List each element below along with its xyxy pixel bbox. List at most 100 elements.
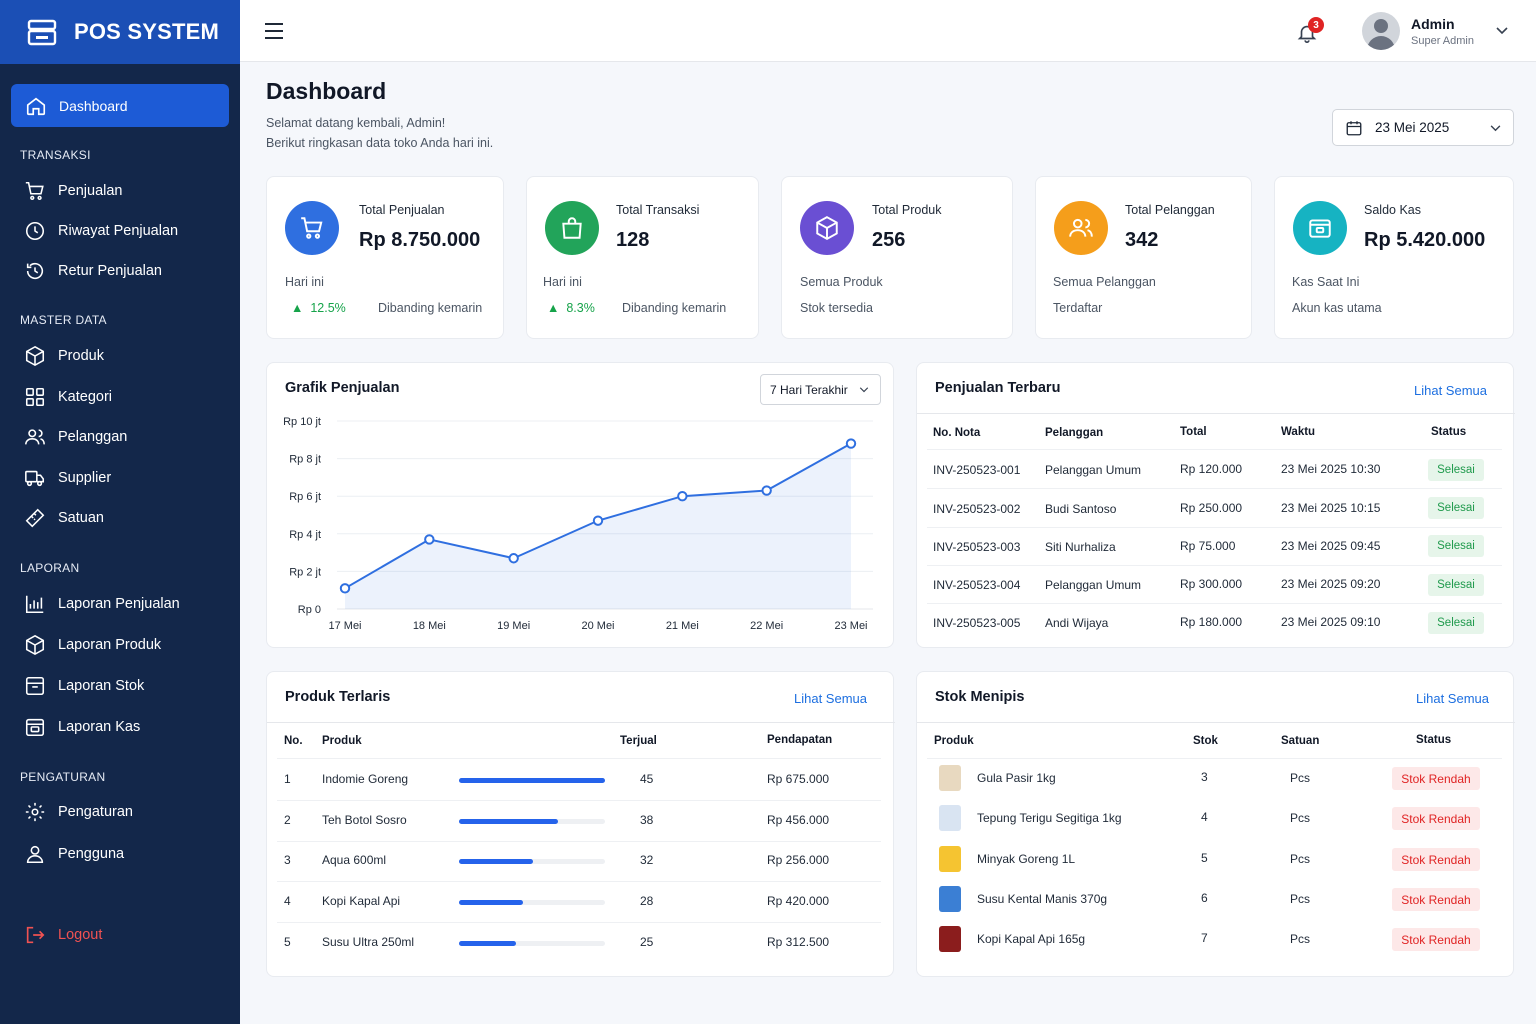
product-sold: 28	[640, 894, 654, 908]
sale-time: 23 Mei 2025 09:45	[1281, 539, 1381, 553]
calendar-icon	[1346, 120, 1362, 135]
trend-up-indicator: ▲ 8.3%	[547, 301, 595, 315]
range-select[interactable]: 7 Hari Terakhir	[760, 374, 881, 405]
logout-label: Logout	[58, 927, 103, 943]
product-unit: Pcs	[1290, 852, 1311, 866]
logout-button[interactable]: Logout	[24, 923, 102, 947]
x-tick-label: 20 Mei	[581, 620, 614, 632]
recent-sales-title: Penjualan Terbaru	[935, 380, 1061, 396]
ruler-icon	[25, 508, 45, 528]
sidebar-item-label: Kategori	[58, 389, 113, 405]
brand[interactable]: POS SYSTEM	[0, 0, 240, 64]
column-header-total: Total	[1180, 426, 1207, 438]
sidebar-item-laporan-penjualan[interactable]: Laporan Penjualan	[24, 592, 180, 616]
sales-progress-bar	[459, 859, 605, 864]
product-rank: 1	[284, 772, 291, 786]
sidebar-item-label: Laporan Kas	[58, 719, 141, 735]
chevron-down-icon	[1496, 27, 1508, 35]
sales-chart-panel: Grafik Penjualan 7 Hari Terakhir Rp 0 Rp …	[266, 362, 894, 648]
data-point	[592, 515, 604, 526]
sidebar-item-kategori[interactable]: Kategori	[24, 385, 112, 409]
trend-up-icon: ▲	[547, 301, 560, 315]
sidebar-item-produk[interactable]: Produk	[24, 344, 104, 368]
product-stock: 4	[1201, 810, 1208, 824]
sale-time: 23 Mei 2025 09:20	[1281, 577, 1381, 591]
chart-title: Grafik Penjualan	[285, 380, 400, 396]
low-stock-title: Stok Menipis	[935, 689, 1025, 705]
status-badge: Stok Rendah	[1392, 848, 1480, 871]
trend-value: 12.5%	[310, 301, 346, 315]
top-products-view-all-link[interactable]: Lihat Semua	[794, 691, 867, 706]
sidebar-item-pengguna[interactable]: Pengguna	[24, 842, 124, 866]
user-menu[interactable]: Admin Super Admin	[1362, 12, 1512, 52]
sidebar-item-retur-penjualan[interactable]: Retur Penjualan	[24, 259, 162, 283]
product-rank: 3	[284, 853, 291, 867]
sale-time: 23 Mei 2025 09:10	[1281, 615, 1381, 629]
sidebar-item-laporan-kas[interactable]: Laporan Kas	[24, 715, 140, 739]
product-thumbnail	[939, 886, 961, 912]
sidebar-section-pengaturan: PENGATURAN	[20, 770, 106, 784]
sidebar: POS SYSTEM Dashboard TRANSAKSI Penjualan…	[0, 0, 240, 1024]
date-picker[interactable]: 23 Mei 2025	[1332, 109, 1514, 146]
y-tick-label: Rp 4 jt	[289, 529, 321, 541]
recent-sales-view-all-link[interactable]: Lihat Semua	[1414, 383, 1487, 398]
product-sold: 45	[640, 772, 654, 786]
product-stock: 6	[1201, 891, 1208, 905]
wallet-icon	[1309, 219, 1331, 238]
sidebar-item-label: Pelanggan	[58, 429, 128, 445]
column-header-produk: Produk	[934, 735, 974, 747]
stat-value: 256	[872, 229, 906, 251]
data-point	[677, 491, 688, 502]
data-point	[339, 583, 351, 594]
sidebar-item-label: Satuan	[58, 510, 104, 526]
product-revenue: Rp 675.000	[767, 772, 830, 786]
product-name: Susu Kental Manis 370g	[977, 892, 1108, 906]
product-sold: 38	[640, 813, 654, 827]
box-icon	[25, 634, 45, 656]
sidebar-item-dashboard[interactable]: Dashboard	[11, 84, 229, 127]
y-tick-label: Rp 6 jt	[289, 491, 321, 503]
stat-note: Akun kas utama	[1292, 301, 1382, 315]
low-stock-view-all-link[interactable]: Lihat Semua	[1416, 691, 1489, 706]
sidebar-item-supplier[interactable]: Supplier	[24, 466, 111, 490]
product-unit: Pcs	[1290, 771, 1311, 785]
hamburger-menu-icon[interactable]	[264, 22, 284, 40]
stat-label: Total Produk	[872, 203, 942, 217]
column-header-satuan: Satuan	[1281, 735, 1320, 747]
status-badge: Selesai	[1428, 497, 1484, 519]
stat-scope: Semua Produk	[800, 275, 883, 289]
sidebar-item-laporan-produk[interactable]: Laporan Produk	[24, 633, 161, 657]
notification-button[interactable]: 3	[1294, 17, 1324, 46]
user-name: Admin	[1411, 16, 1455, 32]
recent-sales-panel: Penjualan Terbaru Lihat Semua No. Nota P…	[916, 362, 1515, 648]
sidebar-item-pelanggan[interactable]: Pelanggan	[24, 425, 127, 449]
y-tick-label: Rp 10 jt	[283, 416, 321, 428]
sidebar-item-satuan[interactable]: Satuan	[24, 506, 104, 530]
stat-value: Rp 5.420.000	[1364, 229, 1486, 251]
product-name: Kopi Kapal Api	[322, 894, 401, 908]
cash-register-icon	[27, 19, 57, 46]
sidebar-item-penjualan[interactable]: Penjualan	[24, 179, 123, 203]
sidebar-item-riwayat-penjualan[interactable]: Riwayat Penjualan	[24, 219, 178, 243]
column-header-stok: Stok	[1193, 735, 1218, 747]
sidebar-item-pengaturan[interactable]: Pengaturan	[24, 800, 133, 824]
product-revenue: Rp 312.500	[767, 935, 830, 949]
stat-label: Total Penjualan	[359, 203, 445, 217]
status-badge: Selesai	[1428, 535, 1484, 557]
low-stock-panel: Stok Menipis Lihat Semua Produk Stok Sat…	[916, 671, 1515, 977]
trend-up-icon: ▲	[291, 301, 304, 315]
sidebar-item-laporan-stok[interactable]: Laporan Stok	[24, 674, 144, 698]
greeting-text: Selamat datang kembali, Admin!	[266, 116, 446, 130]
product-unit: Pcs	[1290, 932, 1311, 946]
clock-icon	[25, 221, 45, 241]
sale-total: Rp 120.000	[1180, 462, 1243, 476]
logout-icon	[26, 926, 45, 944]
product-unit: Pcs	[1290, 892, 1311, 906]
status-badge: Stok Rendah	[1392, 888, 1480, 911]
sidebar-item-label: Dashboard	[59, 97, 128, 114]
page-subtitle: Berikut ringkasan data toko Anda hari in…	[266, 136, 494, 150]
avatar	[1362, 12, 1400, 50]
date-value: 23 Mei 2025	[1375, 120, 1450, 135]
product-name: Minyak Goreng 1L	[977, 852, 1076, 866]
product-stock: 7	[1201, 931, 1208, 945]
